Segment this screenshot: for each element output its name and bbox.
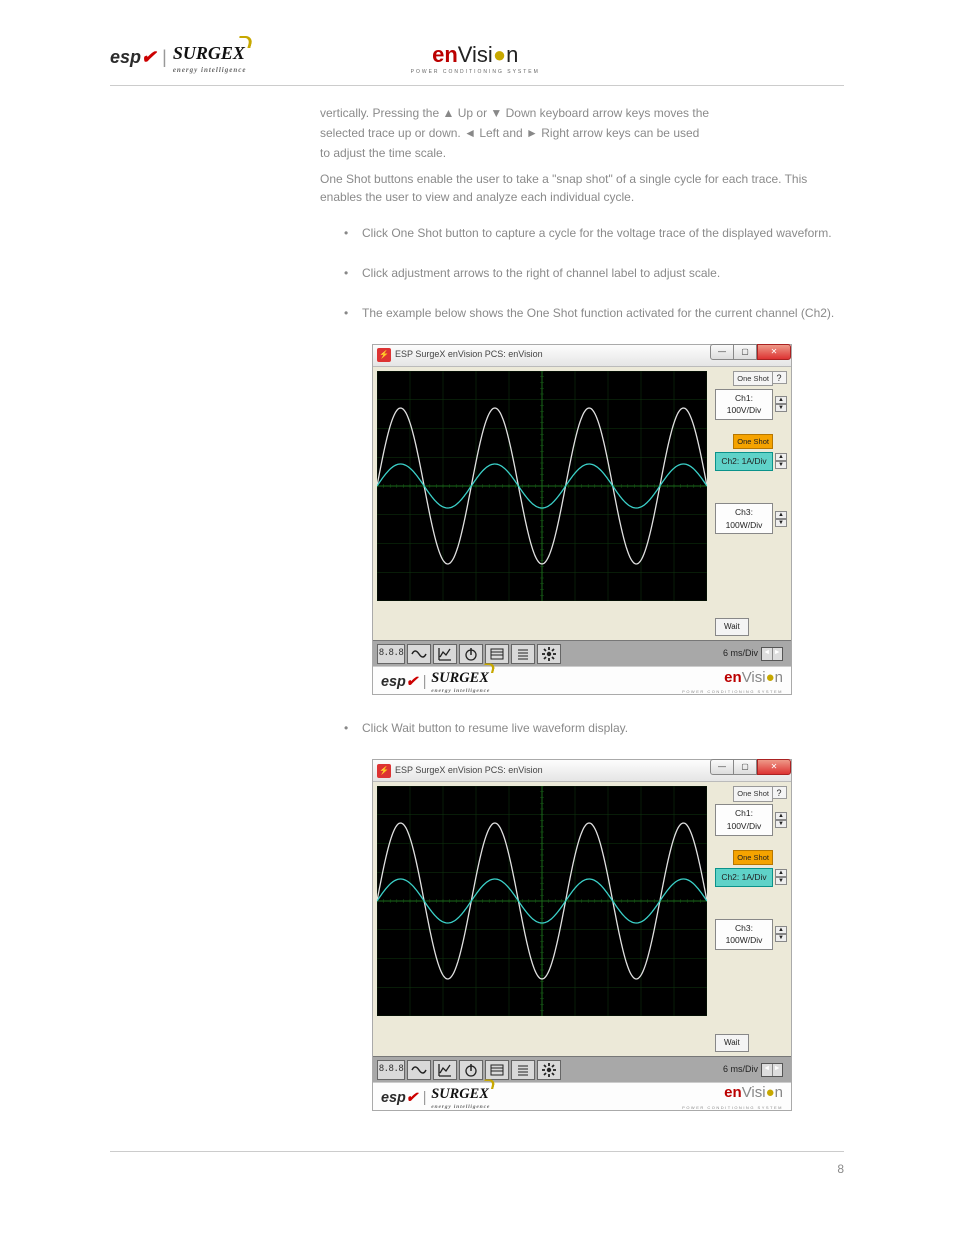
time-div-label: 6 ms/Div	[723, 1063, 758, 1077]
readout-button[interactable]: 8.8.8	[377, 1060, 405, 1080]
close-button[interactable]: ✕	[757, 759, 791, 775]
minimize-button[interactable]: —	[710, 344, 734, 360]
footer-logo-envision: enVisi●n POWER CONDITIONING SYSTEM	[682, 667, 783, 696]
waveform-icon[interactable]	[407, 1060, 431, 1080]
power-icon[interactable]	[459, 1060, 483, 1080]
grid-icon[interactable]	[511, 1060, 535, 1080]
one-shot-ch2-button[interactable]: One Shot	[733, 850, 773, 865]
bullet-list: Click One Shot button to capture a cycle…	[344, 224, 844, 322]
text-line: selected trace up or down. ◄ Left and ► …	[320, 124, 844, 142]
readout-button[interactable]: 8.8.8	[377, 644, 405, 664]
footer-logo-esp: esp✔	[381, 670, 418, 692]
scope-sidebar: ? One Shot Ch1: 100V/Div ▲▼ One Shot Ch2…	[711, 367, 791, 641]
oscilloscope-display	[377, 371, 707, 601]
screenshot-2: ⚡ ESP SurgeX enVision PCS: enVision — ▢ …	[372, 759, 792, 1111]
up-arrow-glyph: ▲	[443, 106, 455, 120]
logo-esp: esp✔	[110, 44, 156, 71]
ch3-scale-spinner[interactable]: ▲▼	[775, 926, 787, 942]
logo-divider: |	[160, 44, 169, 71]
time-div-label: 6 ms/Div	[723, 647, 758, 661]
minimize-button[interactable]: —	[710, 759, 734, 775]
logo-esp-surgex: esp✔ | SURGEX energy intelligence	[110, 40, 246, 74]
list-icon[interactable]	[485, 1060, 509, 1080]
footer-logo-esp: esp✔	[381, 1086, 418, 1108]
one-shot-ch2-button[interactable]: One Shot	[733, 434, 773, 449]
close-button[interactable]: ✕	[757, 344, 791, 360]
time-div-spinner[interactable]: ◄►	[761, 1063, 783, 1077]
footer-logo-surgex: SURGEX energy intelligence	[431, 1082, 490, 1110]
logo-envision: enVisi●n POWER CONDITIONING SYSTEM	[411, 38, 540, 77]
logo-envision-sub: POWER CONDITIONING SYSTEM	[411, 69, 540, 77]
scope-toolbar: 8.8.8 6 ms/Div ◄►	[373, 640, 791, 666]
scope-footer: esp✔ | SURGEX energy intelligence enVisi…	[373, 666, 791, 694]
bullet-item: Click Wait button to resume live wavefor…	[344, 719, 844, 737]
bullet-item: Click One Shot button to capture a cycle…	[344, 224, 844, 242]
ch3-label[interactable]: Ch3: 100W/Div	[715, 503, 773, 535]
waveform-icon[interactable]	[407, 644, 431, 664]
settings-icon[interactable]	[537, 1060, 561, 1080]
right-arrow-glyph: ►	[526, 126, 538, 140]
ch2-label[interactable]: Ch2: 1A/Div	[715, 452, 773, 471]
app-icon: ⚡	[377, 348, 391, 362]
ch2-scale-spinner[interactable]: ▲▼	[775, 869, 787, 885]
window-titlebar: ⚡ ESP SurgeX enVision PCS: enVision — ▢ …	[373, 345, 791, 367]
maximize-button[interactable]: ▢	[733, 759, 757, 775]
scope-sidebar: ? One Shot Ch1: 100V/Div ▲▼ One Shot Ch2…	[711, 782, 791, 1056]
down-arrow-glyph: ▼	[490, 106, 502, 120]
wait-button[interactable]: Wait	[715, 1034, 749, 1052]
time-div-spinner[interactable]: ◄►	[761, 647, 783, 661]
scope-svg	[377, 371, 707, 601]
chart-icon[interactable]	[433, 644, 457, 664]
maximize-button[interactable]: ▢	[733, 344, 757, 360]
power-icon[interactable]	[459, 644, 483, 664]
window-title: ESP SurgeX enVision PCS: enVision	[395, 764, 543, 778]
footer-logo-envision: enVisi●n POWER CONDITIONING SYSTEM	[682, 1082, 783, 1111]
one-shot-ch1-button[interactable]: One Shot	[733, 371, 773, 386]
one-shot-ch1-button[interactable]: One Shot	[733, 786, 773, 801]
bullet-list: Click Wait button to resume live wavefor…	[344, 719, 844, 737]
screenshot-1: ⚡ ESP SurgeX enVision PCS: enVision — ▢ …	[372, 344, 792, 696]
scope-svg	[377, 786, 707, 1016]
bullet-item: The example below shows the One Shot fun…	[344, 304, 844, 322]
oscilloscope-display	[377, 786, 707, 1016]
list-icon[interactable]	[485, 644, 509, 664]
logo-surgex: SURGEX energy intelligence	[173, 40, 247, 76]
ch1-label[interactable]: Ch1: 100V/Div	[715, 804, 773, 836]
wait-button[interactable]: Wait	[715, 618, 749, 636]
paragraph: One Shot buttons enable the user to take…	[320, 170, 844, 206]
grid-icon[interactable]	[511, 644, 535, 664]
ch2-label[interactable]: Ch2: 1A/Div	[715, 868, 773, 887]
chart-icon[interactable]	[433, 1060, 457, 1080]
scope-toolbar: 8.8.8 6 ms/Div ◄►	[373, 1056, 791, 1082]
settings-icon[interactable]	[537, 644, 561, 664]
page-number: 8	[837, 1162, 844, 1176]
window-titlebar: ⚡ ESP SurgeX enVision PCS: enVision — ▢ …	[373, 760, 791, 782]
page-header: esp✔ | SURGEX energy intelligence enVisi…	[110, 38, 844, 86]
ch2-scale-spinner[interactable]: ▲▼	[775, 453, 787, 469]
window-title: ESP SurgeX enVision PCS: enVision	[395, 348, 543, 362]
left-arrow-glyph: ◄	[464, 126, 476, 140]
app-icon: ⚡	[377, 764, 391, 778]
body-content: vertically. Pressing the ▲ Up or ▼ Down …	[110, 104, 844, 1112]
page-footer: 8	[110, 1151, 844, 1178]
bullet-item: Click adjustment arrows to the right of …	[344, 264, 844, 282]
ch1-scale-spinner[interactable]: ▲▼	[775, 396, 787, 412]
scope-footer: esp✔ | SURGEX energy intelligence enVisi…	[373, 1082, 791, 1110]
ch3-label[interactable]: Ch3: 100W/Div	[715, 919, 773, 951]
footer-logo-surgex: SURGEX energy intelligence	[431, 667, 490, 695]
ch1-scale-spinner[interactable]: ▲▼	[775, 812, 787, 828]
ch1-label[interactable]: Ch1: 100V/Div	[715, 389, 773, 421]
text-line: vertically. Pressing the ▲ Up or ▼ Down …	[320, 104, 844, 122]
logo-sub: energy intelligence	[173, 65, 247, 76]
text-line: to adjust the time scale.	[320, 144, 844, 162]
ch3-scale-spinner[interactable]: ▲▼	[775, 511, 787, 527]
